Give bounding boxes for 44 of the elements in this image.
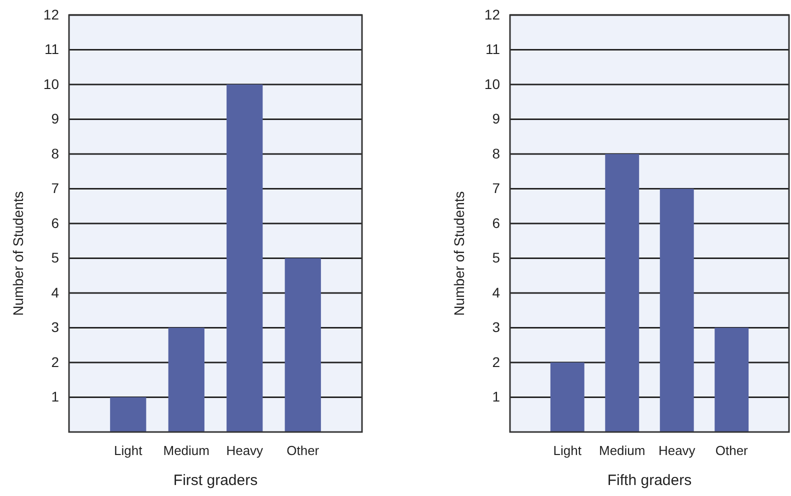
y-axis-title: Number of Students xyxy=(10,191,26,316)
y-tick-label: 5 xyxy=(492,250,500,266)
y-tick-label: 7 xyxy=(492,180,500,196)
y-tick-label: 8 xyxy=(492,145,500,162)
y-tick-label: 2 xyxy=(51,354,60,370)
y-tick-label: 4 xyxy=(492,284,500,300)
y-tick-label: 12 xyxy=(43,6,60,22)
y-tick-label: 9 xyxy=(51,110,60,127)
y-tick-label: 9 xyxy=(492,110,500,127)
x-tick-label: Medium xyxy=(599,443,646,458)
bar xyxy=(168,328,204,432)
x-tick-label: Heavy xyxy=(226,443,264,458)
y-tick-label: 3 xyxy=(51,319,60,336)
bar xyxy=(660,188,694,432)
bar xyxy=(226,84,263,432)
y-tick-label: 1 xyxy=(492,388,500,405)
x-tick-label: Other xyxy=(286,443,320,458)
bar xyxy=(714,328,749,432)
y-tick-label: 3 xyxy=(492,319,500,336)
y-tick-label: 2 xyxy=(492,354,500,370)
x-tick-label: Other xyxy=(715,443,749,458)
x-tick-label: Light xyxy=(553,443,582,458)
y-tick-label: 4 xyxy=(51,284,60,300)
y-tick-label: 10 xyxy=(484,76,500,92)
x-tick-label: Heavy xyxy=(658,443,696,458)
x-tick-label: Light xyxy=(114,443,143,458)
y-tick-label: 1 xyxy=(51,388,60,405)
x-axis-title: First graders xyxy=(173,472,258,489)
y-tick-label: 8 xyxy=(51,145,60,162)
y-tick-label: 7 xyxy=(51,180,60,196)
y-axis-title: Number of Students xyxy=(451,191,467,316)
x-axis-title: Fifth graders xyxy=(607,472,692,489)
y-tick-label: 6 xyxy=(51,214,60,231)
bar xyxy=(550,362,584,432)
y-tick-label: 12 xyxy=(484,6,500,22)
bar xyxy=(284,258,321,432)
bar xyxy=(605,154,640,432)
x-tick-label: Medium xyxy=(163,443,210,458)
y-tick-label: 11 xyxy=(44,41,60,58)
y-tick-label: 6 xyxy=(492,214,500,231)
y-tick-label: 11 xyxy=(485,41,500,58)
y-tick-label: 10 xyxy=(43,76,60,92)
bar xyxy=(110,397,146,432)
y-tick-label: 5 xyxy=(51,250,60,266)
